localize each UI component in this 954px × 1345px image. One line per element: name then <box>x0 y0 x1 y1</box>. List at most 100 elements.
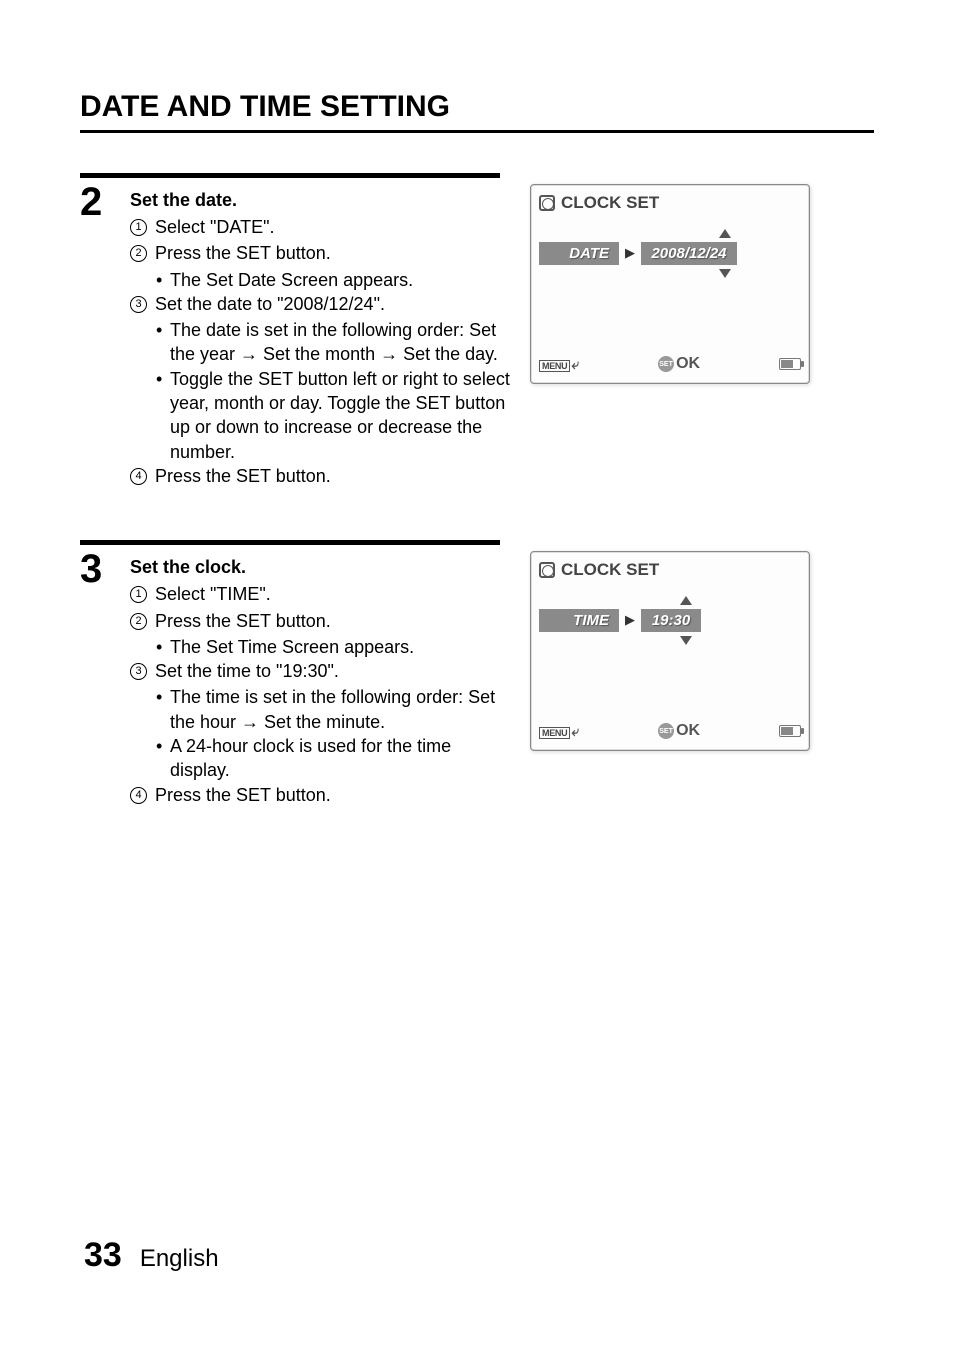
list-item: 1 Select "TIME". <box>130 582 510 606</box>
arrow-down-icon <box>719 269 731 278</box>
battery-fill <box>781 727 793 735</box>
clock-icon <box>539 195 555 211</box>
list-item: 3 Set the date to "2008/12/24". <box>130 292 510 316</box>
bullet-text: The time is set in the following order: … <box>170 685 510 734</box>
screen-mockup: CLOCK SET DATE▶2008/12/24 MENU⤶ SETOK <box>530 184 810 384</box>
screen-row-label: DATE <box>539 242 619 265</box>
arrow-down-icon <box>680 636 692 645</box>
step-heading: Set the date. <box>130 190 510 211</box>
step-body: Set the date. 1 Select "DATE". 2 Press the S… <box>130 182 874 490</box>
bullet-text: A 24-hour clock is used for the time dis… <box>170 734 510 783</box>
bullet-text: The date is set in the following order: … <box>170 318 510 367</box>
manual-page: DATE AND TIME SETTING 2 Set the date. 1 Sel… <box>0 0 954 1345</box>
bullet-text: Toggle the SET button left or right to s… <box>170 367 510 464</box>
screen-title-text: CLOCK SET <box>561 193 659 213</box>
step-row: 2 Set the date. 1 Select "DATE". 2 Press the … <box>80 182 874 490</box>
play-icon: ▶ <box>619 245 641 261</box>
list-item: 4 Press the SET button. <box>130 464 510 488</box>
list-item: 1 Select "DATE". <box>130 215 510 239</box>
step-columns: Set the clock. 1 Select "TIME". 2 Press the … <box>130 549 874 809</box>
step-list: 1Select "DATE".2Press the SET button.•Th… <box>130 215 510 488</box>
step-columns: Set the date. 1 Select "DATE". 2 Press the S… <box>130 182 874 490</box>
menu-return: MENU⤶ <box>539 356 579 373</box>
list-item: 2 Press the SET button. <box>130 609 510 633</box>
screen-row: TIME▶19:30 <box>539 606 801 634</box>
list-item-text: Press the SET button. <box>155 241 510 265</box>
step-list: 1Select "TIME".2Press the SET button.•Th… <box>130 582 510 807</box>
battery-icon <box>779 725 801 737</box>
step-body: Set the clock. 1 Select "TIME". 2 Press the … <box>130 549 874 809</box>
bullet-dot: • <box>156 734 170 758</box>
ok-text: OK <box>676 722 700 740</box>
bullet-dot: • <box>156 268 170 292</box>
circled-number: 4 <box>130 468 147 485</box>
circled-number: 4 <box>130 787 147 804</box>
step-heading: Set the clock. <box>130 557 510 578</box>
list-item: 4 Press the SET button. <box>130 783 510 807</box>
page-number: 33 <box>84 1236 122 1275</box>
play-icon: ▶ <box>619 612 641 628</box>
list-item-text: Select "DATE". <box>155 215 510 239</box>
sub-bullet: •The time is set in the following order:… <box>130 685 510 734</box>
battery-fill <box>781 360 793 368</box>
circled-number: 2 <box>130 613 147 630</box>
set-ok: SETOK <box>658 722 700 740</box>
step-number: 2 <box>80 182 120 222</box>
screen-row-label: TIME <box>539 609 619 632</box>
page-title: DATE AND TIME SETTING <box>80 90 874 133</box>
bullet-dot: • <box>156 318 170 342</box>
list-item-text: Press the SET button. <box>155 464 510 488</box>
menu-return: MENU⤶ <box>539 723 579 740</box>
return-icon: ⤶ <box>571 723 579 740</box>
menu-box: MENU <box>539 727 570 739</box>
list-item-text: Select "TIME". <box>155 582 510 606</box>
bullet-text: The Set Time Screen appears. <box>170 635 510 659</box>
screen-title: CLOCK SET <box>539 193 801 213</box>
bullet-text: The Set Date Screen appears. <box>170 268 510 292</box>
set-icon: SET <box>658 723 674 739</box>
battery-icon <box>779 358 801 370</box>
list-item-text: Press the SET button. <box>155 609 510 633</box>
step-left-column: Set the clock. 1 Select "TIME". 2 Press the … <box>130 549 510 809</box>
step: 3 Set the clock. 1 Select "TIME". 2 Press the… <box>80 540 874 809</box>
page-language: English <box>140 1245 219 1273</box>
sub-bullet: •The Set Date Screen appears. <box>130 268 510 292</box>
screen-title-text: CLOCK SET <box>561 560 659 580</box>
steps-container: 2 Set the date. 1 Select "DATE". 2 Press the … <box>80 173 874 809</box>
arrow-up-icon <box>680 596 692 605</box>
screen-footer: MENU⤶ SETOK <box>539 722 801 740</box>
screen-footer: MENU⤶ SETOK <box>539 355 801 373</box>
menu-box: MENU <box>539 360 570 372</box>
step-divider <box>80 540 500 545</box>
circled-number: 1 <box>130 586 147 603</box>
step: 2 Set the date. 1 Select "DATE". 2 Press the … <box>80 173 874 490</box>
list-item: 3 Set the time to "19:30". <box>130 659 510 683</box>
circled-number: 3 <box>130 296 147 313</box>
clock-icon <box>539 562 555 578</box>
step-number: 3 <box>80 549 120 589</box>
circled-number: 1 <box>130 219 147 236</box>
sub-bullet: •A 24-hour clock is used for the time di… <box>130 734 510 783</box>
sub-bullet: •The Set Time Screen appears. <box>130 635 510 659</box>
list-item-text: Set the time to "19:30". <box>155 659 510 683</box>
screen-row-value: 19:30 <box>641 609 701 632</box>
set-icon: SET <box>658 356 674 372</box>
arrow-up-icon <box>719 229 731 238</box>
sub-bullet: •Toggle the SET button left or right to … <box>130 367 510 464</box>
list-item-text: Press the SET button. <box>155 783 510 807</box>
step-right-column: CLOCK SET DATE▶2008/12/24 MENU⤶ SETOK <box>530 182 820 490</box>
screen-row: DATE▶2008/12/24 <box>539 239 801 267</box>
list-item-text: Set the date to "2008/12/24". <box>155 292 510 316</box>
step-row: 3 Set the clock. 1 Select "TIME". 2 Press the… <box>80 549 874 809</box>
page-footer: 33 English <box>84 1236 219 1275</box>
screen-title: CLOCK SET <box>539 560 801 580</box>
bullet-dot: • <box>156 635 170 659</box>
ok-text: OK <box>676 355 700 373</box>
circled-number: 3 <box>130 663 147 680</box>
set-ok: SETOK <box>658 355 700 373</box>
return-icon: ⤶ <box>571 356 579 373</box>
step-left-column: Set the date. 1 Select "DATE". 2 Press the S… <box>130 182 510 490</box>
circled-number: 2 <box>130 245 147 262</box>
step-divider <box>80 173 500 178</box>
list-item: 2 Press the SET button. <box>130 241 510 265</box>
